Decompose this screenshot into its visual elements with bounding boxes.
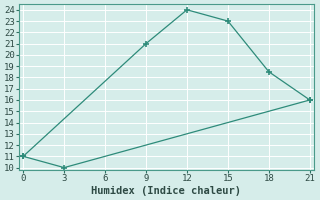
X-axis label: Humidex (Indice chaleur): Humidex (Indice chaleur) xyxy=(92,186,242,196)
